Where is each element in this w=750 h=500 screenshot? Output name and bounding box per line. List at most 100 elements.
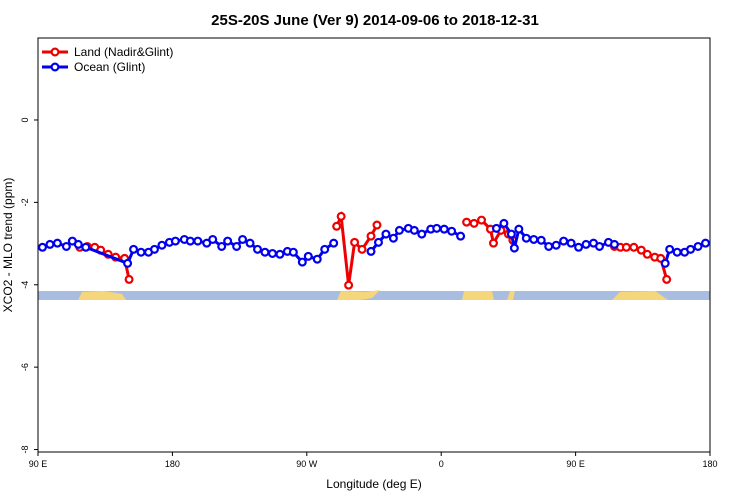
data-point xyxy=(529,234,539,244)
data-point xyxy=(417,229,427,239)
x-tick-label: 180 xyxy=(165,459,180,469)
data-point xyxy=(208,234,218,244)
data-point xyxy=(394,225,404,235)
data-point xyxy=(409,225,419,235)
data-point xyxy=(506,229,516,239)
data-point xyxy=(559,236,569,246)
data-point xyxy=(297,257,307,267)
data-point xyxy=(238,234,248,244)
data-point xyxy=(350,237,360,247)
data-point xyxy=(288,247,298,257)
x-tick-label: 0 xyxy=(439,459,444,469)
data-point xyxy=(372,220,382,230)
data-point xyxy=(129,244,139,254)
data-point xyxy=(660,258,670,268)
x-tick-label: 90 E xyxy=(566,459,585,469)
data-point xyxy=(544,241,554,251)
data-point xyxy=(665,244,675,254)
data-point xyxy=(439,224,449,234)
data-point xyxy=(462,217,472,227)
data-point xyxy=(357,244,367,254)
data-point xyxy=(432,223,442,233)
data-point xyxy=(551,240,561,250)
x-axis-label: Longitude (deg E) xyxy=(326,477,421,491)
data-point xyxy=(202,238,212,248)
data-point xyxy=(701,238,711,248)
data-point xyxy=(336,211,346,221)
data-point xyxy=(123,258,133,268)
data-point xyxy=(81,242,91,252)
data-point xyxy=(662,274,672,284)
data-point xyxy=(366,231,376,241)
y-tick-label: -2 xyxy=(20,198,30,206)
data-point xyxy=(170,236,180,246)
data-point xyxy=(245,238,255,248)
data-point xyxy=(232,241,242,251)
data-point xyxy=(52,238,62,248)
data-point xyxy=(509,243,519,253)
data-point xyxy=(686,244,696,254)
data-point xyxy=(672,247,682,257)
data-point xyxy=(193,236,203,246)
x-tick-label: 90 W xyxy=(296,459,318,469)
data-point xyxy=(185,236,195,246)
data-point xyxy=(149,244,159,254)
land-ocean-strip xyxy=(38,290,710,300)
data-point xyxy=(609,239,619,249)
y-tick-label: -6 xyxy=(20,363,30,371)
data-point xyxy=(636,245,646,255)
data-point xyxy=(329,238,339,248)
data-point xyxy=(621,242,631,252)
data-point xyxy=(332,221,342,231)
x-tick-label: 180 xyxy=(702,459,717,469)
data-point xyxy=(275,249,285,259)
data-point xyxy=(521,233,531,243)
data-point xyxy=(136,247,146,257)
data-point xyxy=(45,239,55,249)
data-point xyxy=(223,236,233,246)
data-point xyxy=(594,241,604,251)
data-point xyxy=(469,218,479,228)
data-point xyxy=(566,238,576,248)
data-point xyxy=(217,241,227,251)
plot-frame xyxy=(37,37,711,453)
data-point xyxy=(388,233,398,243)
data-point xyxy=(447,226,457,236)
data-point xyxy=(124,274,134,284)
data-point xyxy=(581,239,591,249)
data-point xyxy=(253,244,263,254)
data-point xyxy=(629,242,639,252)
y-tick-label: 0 xyxy=(20,117,30,122)
data-point xyxy=(320,244,330,254)
data-point xyxy=(73,239,83,249)
data-point xyxy=(456,231,466,241)
data-point xyxy=(373,237,383,247)
data-point xyxy=(344,280,354,290)
data-point xyxy=(693,241,703,251)
data-point xyxy=(574,242,584,252)
data-point xyxy=(642,249,652,259)
legend-label: Land (Nadir&Glint) xyxy=(74,45,173,59)
y-axis-label: XCO2 - MLO trend (ppm) xyxy=(1,178,15,313)
data-point xyxy=(488,238,498,248)
data-point xyxy=(267,248,277,258)
legend-marker xyxy=(50,62,60,72)
data-point xyxy=(260,247,270,257)
y-tick-label: -4 xyxy=(20,281,30,289)
data-point xyxy=(536,235,546,245)
y-tick-label: -8 xyxy=(20,446,30,454)
data-point xyxy=(37,242,47,252)
data-point xyxy=(499,218,509,228)
data-point xyxy=(312,254,322,264)
x-tick-label: 90 E xyxy=(29,459,48,469)
data-point xyxy=(157,240,167,250)
legend-label: Ocean (Glint) xyxy=(74,60,145,74)
data-point xyxy=(491,223,501,233)
data-point xyxy=(61,241,71,251)
data-point xyxy=(303,251,313,261)
legend-marker xyxy=(50,47,60,57)
data-point xyxy=(366,246,376,256)
data-point xyxy=(514,224,524,234)
chart-title: 25S-20S June (Ver 9) 2014-09-06 to 2018-… xyxy=(211,12,539,29)
